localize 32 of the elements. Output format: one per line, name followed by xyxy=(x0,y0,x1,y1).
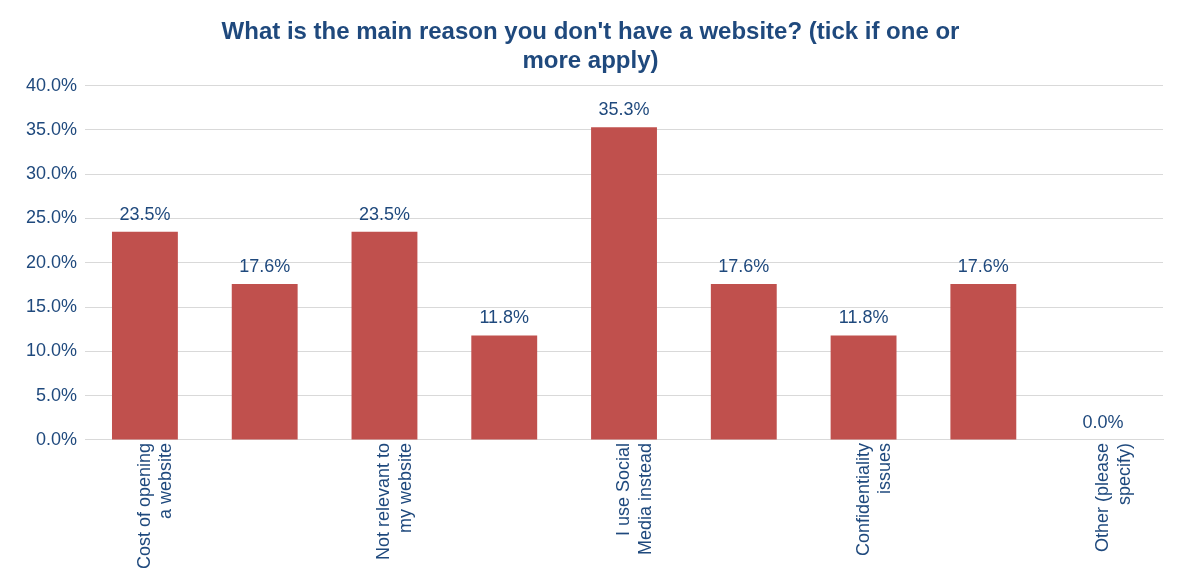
x-tick-label: I use Social Media instead xyxy=(612,442,655,555)
data-label: 11.8% xyxy=(838,307,889,328)
data-label: 23.5% xyxy=(119,203,171,224)
bar xyxy=(351,231,418,440)
data-label: 35.3% xyxy=(598,99,650,120)
x-tick-label: Cost of opening a website xyxy=(133,442,176,570)
y-tick-label: 30.0% xyxy=(25,163,78,184)
data-label: 11.8% xyxy=(479,307,530,328)
y-tick-label: 25.0% xyxy=(25,207,78,228)
y-tick-label: 0.0% xyxy=(36,428,78,449)
x-tick-label: Confidentiality issues xyxy=(852,442,895,556)
bar xyxy=(111,231,178,440)
bar xyxy=(830,335,897,440)
chart-title: What is the main reason you don't have a website? (tick if one or more apply) xyxy=(221,17,960,73)
bar xyxy=(231,284,298,440)
bar xyxy=(471,335,538,440)
y-tick-label: 40.0% xyxy=(25,74,78,95)
data-label: 0.0% xyxy=(1082,411,1124,432)
y-tick-label: 15.0% xyxy=(25,296,78,317)
bar xyxy=(710,284,777,440)
y-tick-label: 35.0% xyxy=(25,118,78,139)
data-label: 23.5% xyxy=(358,203,410,224)
data-label: 17.6% xyxy=(957,255,1009,276)
y-tick-label: 10.0% xyxy=(25,340,78,361)
data-label: 17.6% xyxy=(718,255,770,276)
bar xyxy=(591,127,657,440)
bar xyxy=(950,284,1017,440)
x-tick-label: Other (please specify) xyxy=(1092,442,1134,552)
y-tick-label: 5.0% xyxy=(36,384,78,405)
x-tick-label: Not relevant to my website xyxy=(373,442,416,560)
data-label: 17.6% xyxy=(239,255,291,276)
y-tick-label: 20.0% xyxy=(25,251,78,272)
